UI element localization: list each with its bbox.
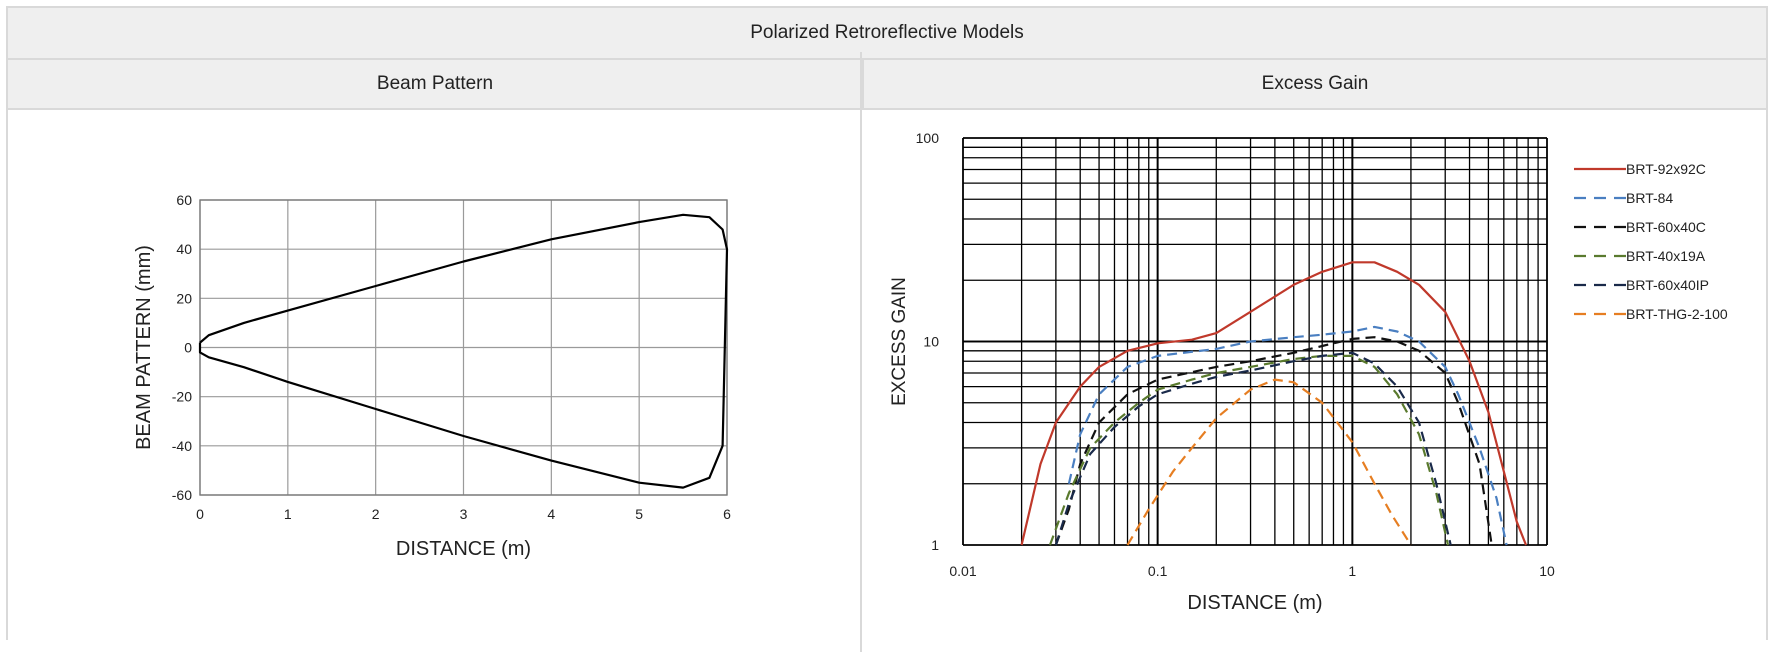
x-tick-label: 2 [372,506,380,522]
y-tick-label: -40 [172,438,192,454]
y-tick-label: -60 [172,487,192,503]
x-tick-label: 3 [460,506,468,522]
x-tick-label: 1 [284,506,292,522]
excess-gain-header: Excess Gain [864,60,1766,110]
beam-pattern-header: Beam Pattern [8,60,864,110]
y-tick-label: 0 [184,340,192,356]
x-tick-label: 0 [196,506,204,522]
column-divider [860,52,862,652]
models-panel: Polarized Retroreflective Models Beam Pa… [6,6,1768,640]
y-tick-label: -20 [172,389,192,405]
page-title: Polarized Retroreflective Models [8,8,1766,60]
y-tick-label: 40 [176,241,192,257]
x-tick-label: 5 [635,506,643,522]
x-tick-label: 6 [723,506,731,522]
beam-pattern-line [198,213,729,489]
beam-pattern-chart: 0 1 2 3 4 5 6 60 40 20 0 -20 -40 -60 DISTANCE (m) BEAM … [133,192,731,560]
x-axis-label: DISTANCE (m) [396,538,531,560]
y-tick-label: 20 [176,290,192,306]
y-axis-label: BEAM PATTERN (mm) [133,245,155,450]
y-tick-label: 60 [176,192,192,208]
x-tick-label: 4 [547,506,555,522]
